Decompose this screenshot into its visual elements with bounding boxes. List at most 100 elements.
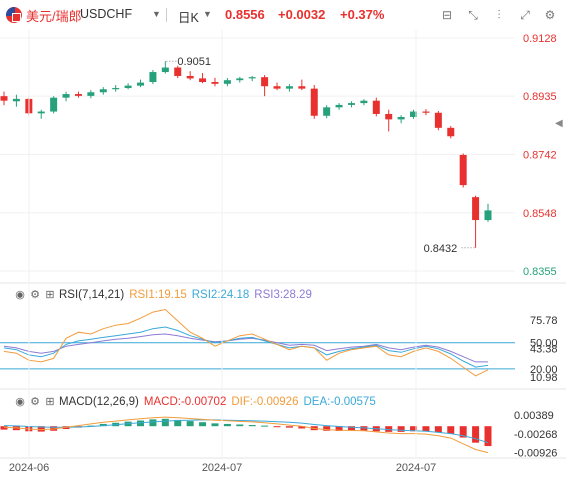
rsi1-line xyxy=(3,308,489,377)
candle-body xyxy=(261,77,269,87)
candle-body xyxy=(186,75,194,79)
price-tick-label: 0.8548 xyxy=(523,208,557,220)
period-selector[interactable]: 日K xyxy=(178,11,199,25)
expand-icon[interactable]: ⊞ xyxy=(45,396,55,408)
macd-histogram-bar xyxy=(422,426,430,432)
macd-tick-label: 0.00389 xyxy=(514,410,554,422)
macd-value: MACD:-0.00702 xyxy=(143,396,227,408)
macd-histogram-bar xyxy=(0,426,8,430)
candle-body xyxy=(87,92,95,96)
candle-body xyxy=(459,154,467,186)
indicator-settings-icon[interactable]: ⚙ xyxy=(30,396,40,408)
candle-body xyxy=(211,82,219,84)
horizontal-line-icon[interactable]: ⊟ xyxy=(441,8,453,22)
macd-axis: 0.00389 -0.00268 -0.00926 xyxy=(514,410,557,459)
candle-body xyxy=(37,111,45,114)
macd-histogram-bar xyxy=(261,425,269,427)
flag-icon xyxy=(6,7,22,23)
candle-body xyxy=(248,77,256,79)
candle-body xyxy=(223,80,231,84)
candle-body xyxy=(472,197,480,221)
candle-body xyxy=(397,116,405,120)
candle-body xyxy=(335,104,343,108)
macd-histogram-bar xyxy=(99,423,107,427)
symbol-label[interactable]: USDCHF xyxy=(80,7,133,21)
macd-histogram-bar xyxy=(347,426,355,431)
high-annotation: 0.9051 xyxy=(177,56,211,68)
candle-body xyxy=(422,111,430,113)
macd-histogram-bar xyxy=(149,419,157,427)
rsi1-value: RSI1:19.15 xyxy=(129,289,187,301)
candle-body xyxy=(360,100,368,104)
candle-body xyxy=(285,86,293,89)
rsi3-line xyxy=(3,333,488,363)
macd-histogram-bar xyxy=(199,422,207,427)
price-change: +0.0032 xyxy=(278,7,326,22)
time-tick-label: 2024-06 xyxy=(9,462,49,474)
macd-histogram-bar xyxy=(236,424,244,427)
macd-histogram-bar xyxy=(447,426,455,434)
macd-histogram-bar xyxy=(285,426,293,428)
macd-histogram-bar xyxy=(161,418,169,427)
symbol-dropdown-icon[interactable]: ▼ xyxy=(152,9,161,19)
candle-body xyxy=(273,86,281,89)
period-dropdown-icon[interactable]: ▼ xyxy=(203,9,212,19)
time-tick-label: 2024-07 xyxy=(396,462,436,474)
macd-tick-label: -0.00926 xyxy=(514,447,557,459)
candle-body xyxy=(372,100,380,114)
macd-histogram-bar xyxy=(459,426,467,438)
indicator-settings-icon[interactable]: ⚙ xyxy=(30,289,40,301)
compare-icon[interactable]: ⤢ xyxy=(520,8,530,22)
macd-histogram-bar xyxy=(385,426,393,432)
dea-line xyxy=(3,419,489,444)
candle-body xyxy=(434,112,442,128)
price-axis: 0.9128 0.8935 0.8742 0.8548 0.8355 xyxy=(523,33,557,278)
collapse-panel-icon[interactable]: ◀ xyxy=(555,118,563,129)
macd-histogram-bar xyxy=(137,420,145,427)
dif-line xyxy=(3,416,489,454)
expand-icon[interactable]: ⊞ xyxy=(45,289,55,301)
price-tick-label: 0.8935 xyxy=(523,91,557,103)
candle-body xyxy=(112,88,120,90)
macd-title: MACD(12,26,9) xyxy=(59,396,139,408)
candle-body xyxy=(149,72,157,83)
pair-name[interactable]: 美元/瑞郎 xyxy=(26,9,82,24)
candle-body xyxy=(385,113,393,120)
rsi2-line xyxy=(3,326,489,368)
candle-body xyxy=(323,107,331,116)
macd-histogram-bar xyxy=(434,426,442,433)
candle-body xyxy=(310,88,318,116)
macd-histogram-bar xyxy=(174,419,182,427)
macd-tick-label: -0.00268 xyxy=(514,429,557,441)
candle-body xyxy=(161,67,169,73)
macd-histogram-bar xyxy=(298,426,306,429)
macd-histogram-bar xyxy=(410,426,418,432)
time-tick-label: 2024-07 xyxy=(202,462,242,474)
candle-body xyxy=(410,111,418,117)
rsi-tick-label: 50.00 xyxy=(530,338,558,350)
drawing-tool-icon[interactable]: ⤡ xyxy=(468,8,478,22)
macd-histogram-bar xyxy=(273,426,281,428)
dif-value: DIF:-0.00926 xyxy=(231,396,299,408)
candle-body xyxy=(137,82,145,86)
rsi-tick-label: 43.38 xyxy=(530,343,558,355)
main-grid xyxy=(0,37,515,272)
current-price: 0.8556 xyxy=(225,7,265,22)
candle-body xyxy=(74,94,82,96)
rsi-legend: ◉ ⚙ ⊞ RSI(7,14,21) RSI1:19.15 RSI2:24.18… xyxy=(0,286,317,304)
rsi2-value: RSI2:24.18 xyxy=(191,289,250,301)
candle-icon[interactable]: ⫶ xyxy=(497,8,501,22)
rsi-title: RSI(7,14,21) xyxy=(59,289,125,301)
settings-icon[interactable]: ⚙ xyxy=(544,8,556,22)
macd-histogram-bar xyxy=(323,426,331,431)
visibility-toggle-icon[interactable]: ◉ xyxy=(15,289,25,301)
macd-histogram-bar xyxy=(37,426,45,432)
candle-body xyxy=(62,94,70,98)
macd-histogram-bar xyxy=(223,423,231,427)
candle-body xyxy=(124,85,132,89)
candle-body xyxy=(199,78,207,83)
divider xyxy=(166,8,167,22)
price-tick-label: 0.8742 xyxy=(523,149,557,161)
visibility-toggle-icon[interactable]: ◉ xyxy=(15,396,25,408)
